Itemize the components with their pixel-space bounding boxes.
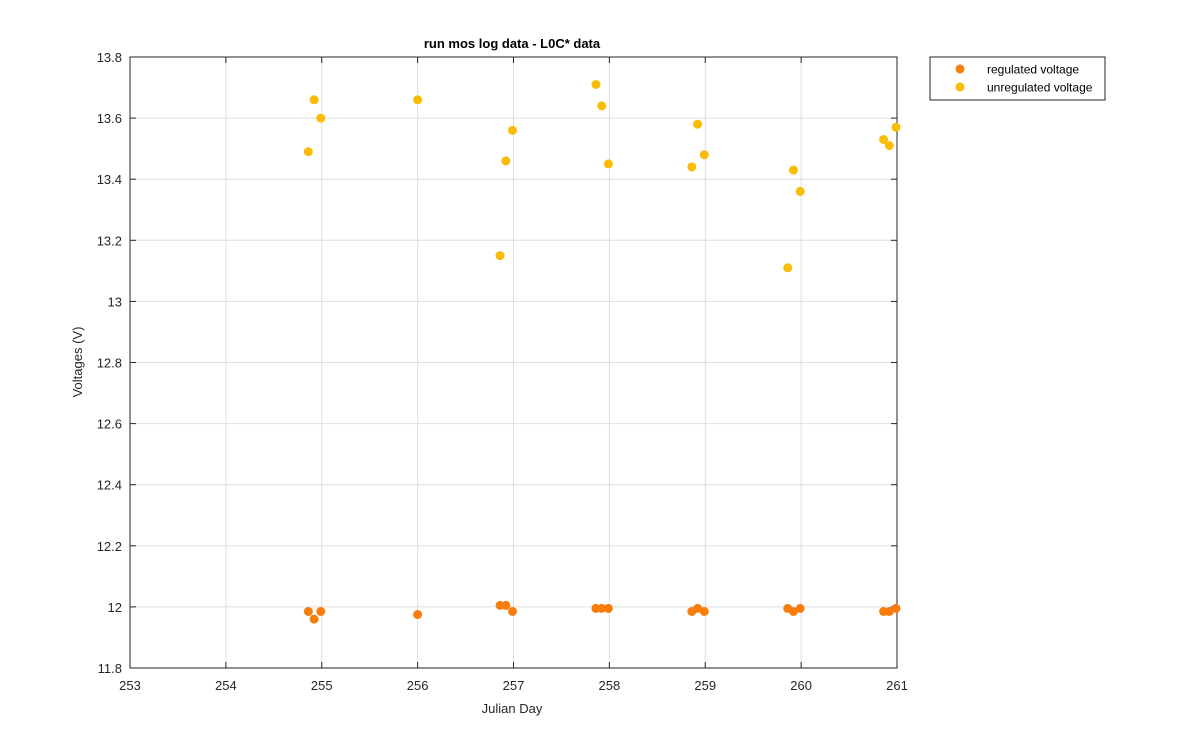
- data-point: [783, 263, 793, 273]
- legend-label: regulated voltage: [987, 63, 1079, 77]
- y-tick-label: 12.2: [97, 539, 122, 554]
- data-point: [693, 119, 703, 129]
- legend-box: [929, 56, 1106, 101]
- x-axis-label: Julian Day: [482, 701, 543, 716]
- series-regulated-voltage: [303, 600, 901, 624]
- y-tick-label: 13.6: [97, 111, 122, 126]
- data-point: [591, 79, 601, 89]
- y-tick-label: 13.8: [97, 50, 122, 65]
- y-tick-label: 13.2: [97, 233, 122, 248]
- data-point: [316, 606, 326, 616]
- data-point: [303, 606, 313, 616]
- legend: regulated voltage unregulated voltage: [929, 56, 1106, 101]
- data-point: [693, 603, 703, 613]
- data-point: [413, 95, 423, 105]
- data-point: [891, 603, 901, 613]
- data-point: [501, 156, 511, 166]
- x-tick-label: 253: [119, 678, 141, 693]
- y-tick-label: 12.4: [97, 478, 122, 493]
- data-point: [699, 606, 709, 616]
- x-tick-label: 256: [407, 678, 429, 693]
- x-tick-label: 261: [886, 678, 908, 693]
- plot-area: 253 254 255 256 257 258 259 260 261 11.8 12 12.2 12.…: [97, 50, 908, 693]
- data-point: [309, 95, 319, 105]
- data-point: [891, 122, 901, 132]
- x-tick-label: 259: [694, 678, 716, 693]
- y-axis-label: Voltages (V): [70, 327, 85, 398]
- chart-title: run mos log data - L0C* data: [424, 36, 601, 51]
- data-point: [309, 614, 319, 624]
- data-point: [501, 600, 511, 610]
- x-tick-label: 255: [311, 678, 333, 693]
- data-point: [508, 606, 518, 616]
- data-point: [687, 162, 697, 172]
- series-unregulated-voltage: [303, 79, 901, 273]
- y-tick-label: 13: [108, 294, 122, 309]
- data-point: [603, 159, 613, 169]
- x-tick-label: 260: [790, 678, 812, 693]
- data-point: [303, 147, 313, 157]
- y-tick-label: 11.8: [98, 661, 122, 676]
- legend-marker: [955, 64, 965, 74]
- data-point: [316, 113, 326, 123]
- x-tick-label: 254: [215, 678, 237, 693]
- x-tick-label: 257: [503, 678, 525, 693]
- data-point: [884, 141, 894, 151]
- y-tick-label: 12: [108, 600, 122, 615]
- data-point: [699, 150, 709, 160]
- data-point: [508, 125, 518, 135]
- x-tick-label: 258: [599, 678, 621, 693]
- data-point: [597, 603, 607, 613]
- y-tick-label: 12.8: [97, 356, 122, 371]
- data-point: [603, 603, 613, 613]
- data-point: [879, 134, 889, 144]
- legend-label: unregulated voltage: [987, 81, 1093, 95]
- y-tick-label: 13.4: [97, 172, 122, 187]
- data-point: [788, 165, 798, 175]
- data-point: [495, 251, 505, 261]
- data-point: [795, 603, 805, 613]
- data-point: [597, 101, 607, 111]
- data-point: [413, 610, 423, 620]
- legend-marker: [955, 82, 965, 92]
- data-point: [884, 606, 894, 616]
- data-point: [795, 186, 805, 196]
- y-tick-label: 12.6: [97, 417, 122, 432]
- data-point: [788, 606, 798, 616]
